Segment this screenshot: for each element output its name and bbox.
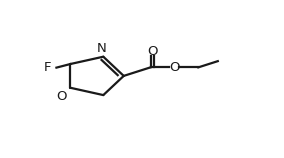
Text: F: F	[44, 61, 52, 74]
Text: O: O	[147, 45, 158, 58]
Text: N: N	[97, 42, 107, 55]
Text: O: O	[169, 61, 180, 74]
Text: O: O	[57, 90, 67, 103]
